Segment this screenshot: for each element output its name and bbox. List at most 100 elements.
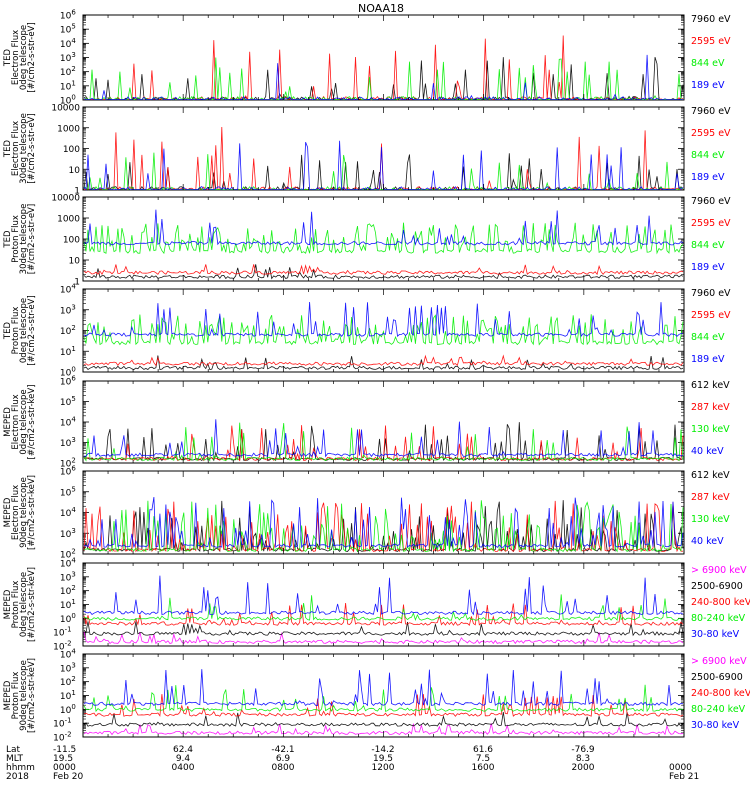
y-axis-label: Proton Flux [11,672,21,720]
y-axis-label: Electron Flux [11,30,21,85]
data-traces [83,496,684,553]
y-tick-label: 10000 [51,104,80,114]
legend-entry: 130 keV [691,424,730,435]
y-axis-label: 90deg telescope [19,660,29,731]
y-axis-label: [#/cm2-s-str-eV] [27,22,37,92]
series-trace-189-ev [83,54,683,101]
y-axis-label: MEPED [3,407,13,437]
y-tick-label: 1 [74,187,80,197]
y-tick-label: 106 [60,9,76,22]
y-axis-label: TED [3,48,13,67]
y-tick-exponent: 3 [71,436,75,444]
y-tick-exponent: 0 [71,366,75,374]
y-axis-label: [#/cm2-s-str-eV] [27,295,37,365]
x-tick-lat: -14.2 [371,745,394,755]
y-tick-label: 10-1 [53,717,71,730]
legend-entry: 844 eV [691,150,725,161]
data-traces [83,126,684,191]
y-tick-label: 10 [69,257,81,267]
y-tick-label: 102 [60,675,76,688]
series-trace-844-ev [83,57,683,101]
y-axis-label: [#/cm2-s-str-keV] [27,567,37,642]
legend-entry: 2595 eV [691,310,731,321]
data-traces [83,301,684,371]
y-tick-label: 101 [60,79,76,92]
legend-entry: 7960 eV [691,14,731,25]
y-tick-label: 101 [60,345,76,358]
y-tick-label: 10-2 [53,731,71,744]
x-tick-mlt: 19.5 [53,754,73,764]
x-tick-date: Feb 20 [53,772,84,782]
y-tick-label: 104 [60,283,76,296]
legend-entry: 2500-6900 [691,581,743,592]
y-tick-exponent: -1 [65,626,72,634]
plot-frame [82,14,685,101]
y-tick-label: 101 [60,689,76,702]
legend-entry: 844 eV [691,240,725,251]
y-tick-label: 100 [63,145,80,155]
legend-entry: > 6900 keV [691,565,747,576]
y-tick-exponent: 6 [71,375,76,383]
y-axis-label: MEPED [3,589,13,619]
y-tick-exponent: 3 [71,570,75,578]
series-trace-2595-ev [83,264,684,276]
y-tick-label: 103 [60,527,76,540]
y-axis-label: [#/cm2-s-str-keV] [27,658,37,733]
y-axis-label: Electron Flux [11,121,21,176]
y-tick-exponent: 4 [71,37,76,45]
y-axis-label: 0deg telescope [19,25,29,90]
y-tick-exponent: 1 [71,345,75,353]
y-tick-exponent: -2 [65,640,72,648]
x-tick-lat: 61.6 [473,745,493,755]
x-tick-mlt: 19.5 [373,754,393,764]
legend-entry: 240-800 keV [691,597,750,608]
y-tick-exponent: 5 [71,23,75,31]
series-trace-80-240-kev [83,594,683,621]
x-tick-hhmm: 1200 [372,763,395,773]
y-tick-exponent: 0 [71,612,75,620]
x-tick-lat: 62.4 [173,745,193,755]
series-trace-40-kev [83,496,684,549]
series-trace-189-ev [83,140,684,191]
y-tick-label: 10000 [51,194,80,204]
legend-entry: 130 keV [691,514,730,525]
legend-entry: 80-240 keV [691,704,746,715]
legend-entry: 40 keV [691,536,724,547]
legend-entry: 30-80 keV [691,629,740,640]
y-axis-label: 30deg telescope [19,113,29,184]
y-tick-label: 105 [60,395,76,408]
legend-entry: 189 eV [691,172,725,183]
y-tick-label: 101 [60,598,76,611]
data-traces [83,35,684,102]
x-tick-mlt: 8.3 [576,754,590,764]
y-tick-exponent: 4 [71,283,76,291]
y-axis-label: 90deg telescope [19,477,29,548]
series-trace-189-ev [83,209,684,246]
series-trace-40-kev [83,419,684,458]
y-tick-label: 105 [60,485,76,498]
y-tick-label: 100 [60,703,76,716]
y-axis-label: [#/cm2-s-str-eV] [27,204,37,274]
legend-entry: > 6900 keV [691,656,747,667]
x-axis-row-label: hhmm [6,763,35,773]
legend-entry: 2500-6900 [691,672,743,683]
data-traces [83,669,684,736]
series-trace-30-80-kev [83,669,684,707]
y-tick-label: 103 [60,51,76,64]
legend-entry: 240-800 keV [691,688,750,699]
y-axis-label: TED [3,321,13,340]
series-trace-2595-ev [83,35,684,102]
data-traces [83,209,684,280]
y-tick-exponent: 6 [71,465,76,473]
x-tick-mlt: 9.4 [176,754,191,764]
y-tick-exponent: 0 [71,94,75,102]
x-tick-hhmm: 0400 [172,763,195,773]
y-tick-label: 105 [60,23,76,36]
legend-entry: 612 keV [691,380,730,391]
y-tick-exponent: 5 [71,485,75,493]
x-axis-row-label: Lat [6,745,21,755]
series-trace-80-240-kev [83,684,684,713]
y-tick-label: 102 [60,324,76,337]
